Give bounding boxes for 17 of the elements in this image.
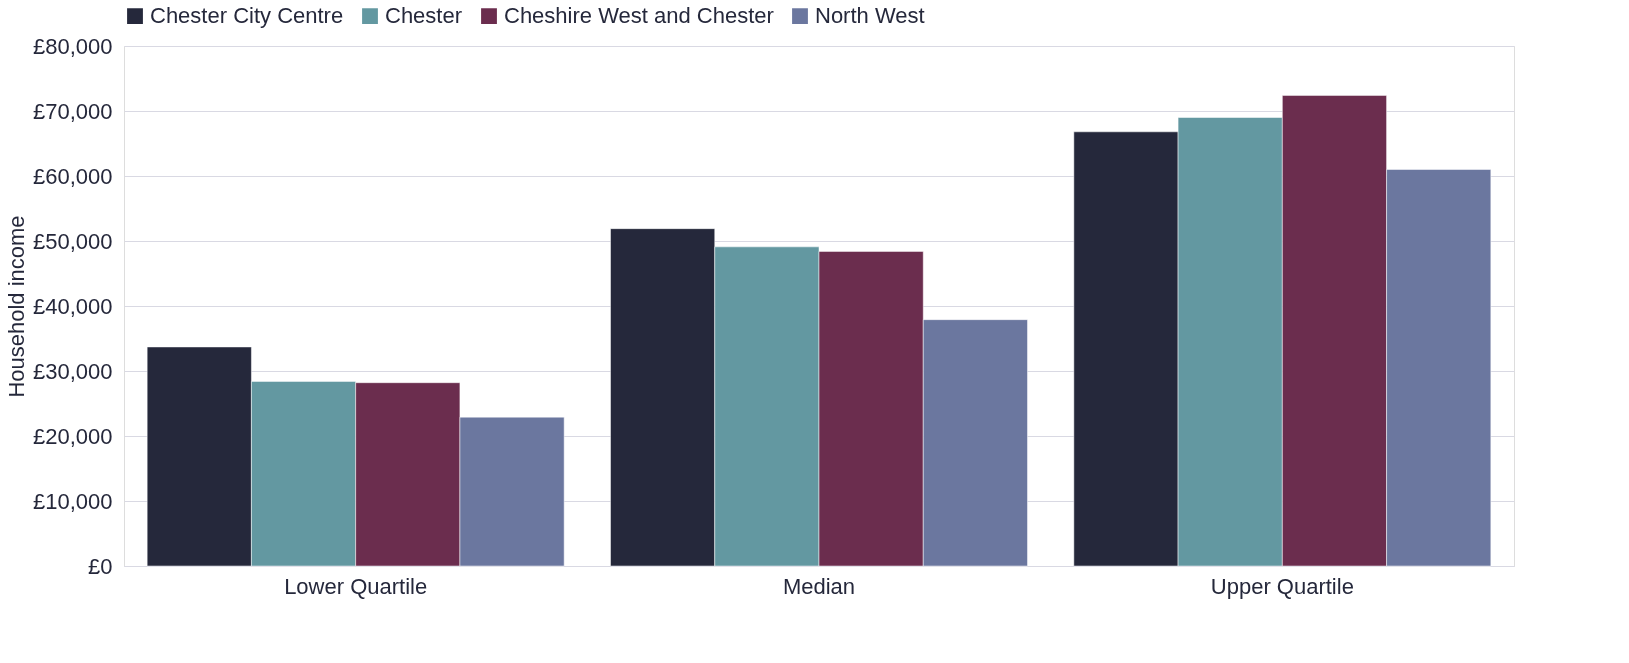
y-tick-label: £50,000 — [32, 228, 113, 254]
y-axis-title: Household income — [3, 215, 29, 398]
legend-label: Chester City Centre — [150, 3, 344, 29]
x-tick-label: Lower Quartile — [284, 573, 428, 599]
y-tick-label: £60,000 — [32, 163, 113, 189]
legend-label: North West — [815, 3, 925, 29]
y-tick-label: £80,000 — [32, 33, 113, 59]
legend-label: Cheshire West and Chester — [504, 3, 774, 29]
x-tick-label: Upper Quartile — [1210, 573, 1354, 599]
y-tick-label: £70,000 — [32, 98, 113, 124]
y-tick-label: £0 — [88, 553, 113, 579]
y-tick-label: £40,000 — [32, 293, 113, 319]
y-tick-label: £10,000 — [32, 488, 113, 514]
x-tick-label: Median — [782, 573, 856, 599]
y-tick-label: £20,000 — [32, 423, 113, 449]
legend-label: Chester — [385, 3, 463, 29]
y-tick-label: £30,000 — [32, 358, 113, 384]
